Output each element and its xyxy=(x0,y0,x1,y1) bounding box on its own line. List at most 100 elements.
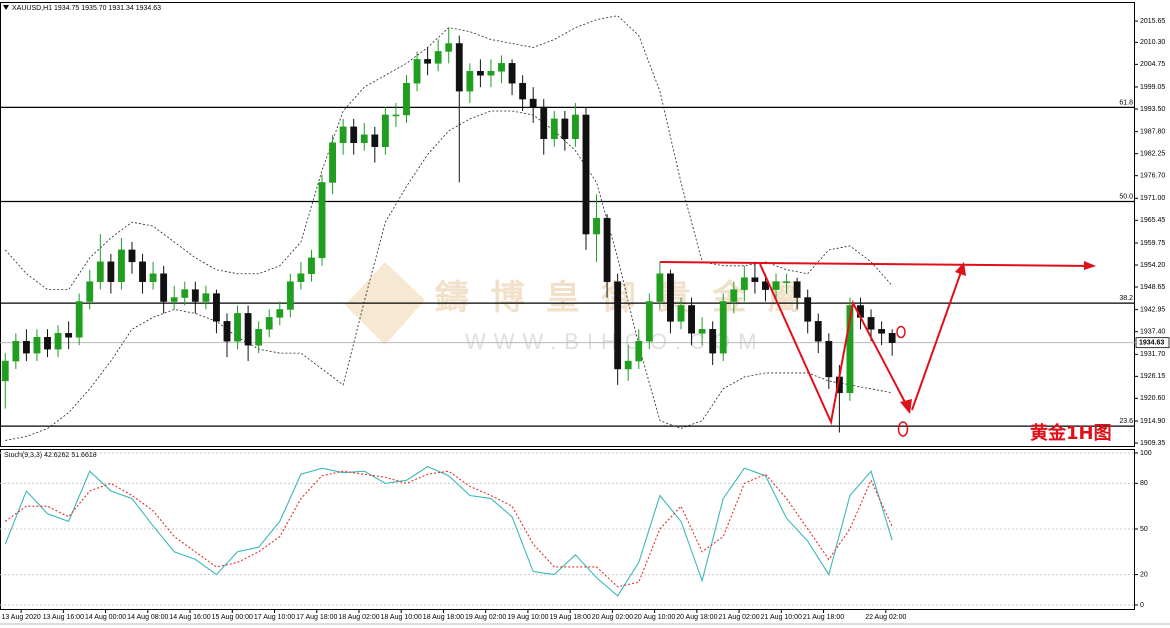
y-tick-label: 1937.40 xyxy=(1140,329,1165,336)
y-tick-label: 1982.25 xyxy=(1140,150,1165,157)
candle-body xyxy=(730,289,738,302)
y-tick-label: 2010.30 xyxy=(1140,39,1165,46)
candle-body xyxy=(297,273,305,282)
x-tick-label: 13 Aug 16:00 xyxy=(43,614,84,621)
x-tick-label: 18 Aug 10:00 xyxy=(381,614,422,621)
candle-body xyxy=(572,114,579,140)
main-panel-frame xyxy=(0,2,1135,447)
y-tick-label: 1909.35 xyxy=(1140,440,1165,447)
candle-body xyxy=(33,336,41,354)
candle-body xyxy=(825,340,833,378)
candle-body xyxy=(54,333,62,350)
candle-body xyxy=(603,217,611,282)
candle-body xyxy=(466,71,474,92)
candle-body xyxy=(667,273,674,322)
candle-body xyxy=(476,71,484,76)
y-tick-label: 0 xyxy=(1140,602,1144,609)
candle-body xyxy=(740,277,748,290)
y-tick-label: 1948.65 xyxy=(1140,284,1165,291)
candle-body xyxy=(656,273,664,302)
y-tick-label: 100 xyxy=(1140,450,1152,457)
x-tick-label: 14 Aug 08:00 xyxy=(127,614,168,621)
candle-body xyxy=(191,289,199,302)
y-tick-label: 1954.20 xyxy=(1140,262,1165,269)
candle-body xyxy=(719,301,727,354)
candle-body xyxy=(645,301,653,342)
x-tick-label: 21 Aug 18:00 xyxy=(803,614,844,621)
candle-body xyxy=(624,360,632,370)
current-price-label: 1934.63 xyxy=(1139,340,1164,347)
candle-body xyxy=(751,277,759,282)
y-tick-label: 1965.45 xyxy=(1140,217,1165,224)
candle-body xyxy=(276,309,284,318)
candle-body xyxy=(772,281,780,290)
stoch-line xyxy=(4,466,893,597)
y-tick-label: 1987.80 xyxy=(1140,128,1165,135)
annotation-text: 黄金1H图 xyxy=(1030,422,1112,444)
candle-body xyxy=(614,281,622,370)
main-plot: 2015.65 2010.30 2004.75 1999.05 1993.50 1987.… xyxy=(0,15,1170,621)
candle-body xyxy=(888,333,896,343)
candle-body xyxy=(529,98,537,108)
candle-body xyxy=(540,106,548,140)
candle-body xyxy=(350,126,358,143)
candle-body xyxy=(22,340,30,354)
x-tick-label: 21 Aug 02:00 xyxy=(718,614,759,621)
candle-body xyxy=(360,134,368,143)
x-tick-label: 17 Aug 10:00 xyxy=(254,614,295,621)
candle-body xyxy=(783,281,790,283)
y-tick-label: 1971.00 xyxy=(1140,195,1165,202)
x-tick-label: 18 Aug 18:00 xyxy=(423,614,464,621)
arrow-head xyxy=(900,399,912,414)
y-tick-label: 2004.75 xyxy=(1140,61,1165,68)
candle-body xyxy=(413,59,421,84)
candle-body xyxy=(381,114,389,147)
candle-body xyxy=(804,297,812,322)
watermark-url: WWW.BIHOO.COM xyxy=(465,329,765,354)
current-price-box xyxy=(1135,337,1170,349)
x-tick-label: 19 Aug 02:00 xyxy=(465,614,506,621)
candle-body xyxy=(107,261,115,282)
candle-body xyxy=(118,249,125,282)
x-tick-label: 20 Aug 10:00 xyxy=(634,614,675,621)
arrow-head xyxy=(955,262,966,276)
x-tick-label: 19 Aug 10:00 xyxy=(507,614,548,621)
candle-body xyxy=(455,43,463,92)
candle-body xyxy=(329,142,336,183)
y-tick-label: 1926.15 xyxy=(1140,373,1165,380)
candle-body xyxy=(234,313,241,342)
price-header: XAUUSD,H1 1934.75 1935.70 1931.34 1934.6… xyxy=(12,5,161,12)
candle-body xyxy=(255,329,263,346)
y-tick-label: 20 xyxy=(1140,571,1148,578)
candle-body xyxy=(698,329,706,334)
stoch-header: Stoch(9,3,3) 42.6262 51.6618 xyxy=(4,452,97,459)
candle-body xyxy=(424,59,432,64)
circle-marker xyxy=(897,421,909,437)
x-tick-label: 18 Aug 02:00 xyxy=(338,614,379,621)
candle-body xyxy=(139,261,146,282)
candle-body xyxy=(308,257,315,274)
y-tick-label: 1999.05 xyxy=(1140,84,1165,91)
candle-body xyxy=(160,273,168,302)
candle-body xyxy=(709,329,717,354)
x-tick-label: 17 Aug 18:00 xyxy=(296,614,337,621)
y-tick-label: 2015.65 xyxy=(1140,18,1165,25)
candle-body xyxy=(223,321,231,342)
candle-body xyxy=(793,281,801,298)
y-tick-label: 1914.90 xyxy=(1140,418,1165,425)
fib-level-label: 50.0 xyxy=(1119,193,1133,200)
symbol-icon xyxy=(3,5,9,10)
candle-body xyxy=(550,118,558,140)
fib-level-label: 61.8 xyxy=(1119,99,1133,106)
candle-body xyxy=(65,333,73,338)
candle-body xyxy=(635,340,643,362)
x-tick-label: 13 Aug 2020 xyxy=(1,614,40,621)
candle-body xyxy=(128,249,136,263)
bollinger-band xyxy=(5,110,893,441)
candle-body xyxy=(403,82,410,116)
candle-body xyxy=(867,317,875,330)
y-tick-label: 1942.95 xyxy=(1140,306,1165,313)
y-tick-label: 1976.70 xyxy=(1140,173,1165,180)
x-tick-label: 14 Aug 16:00 xyxy=(169,614,210,621)
candle-body xyxy=(688,305,695,334)
